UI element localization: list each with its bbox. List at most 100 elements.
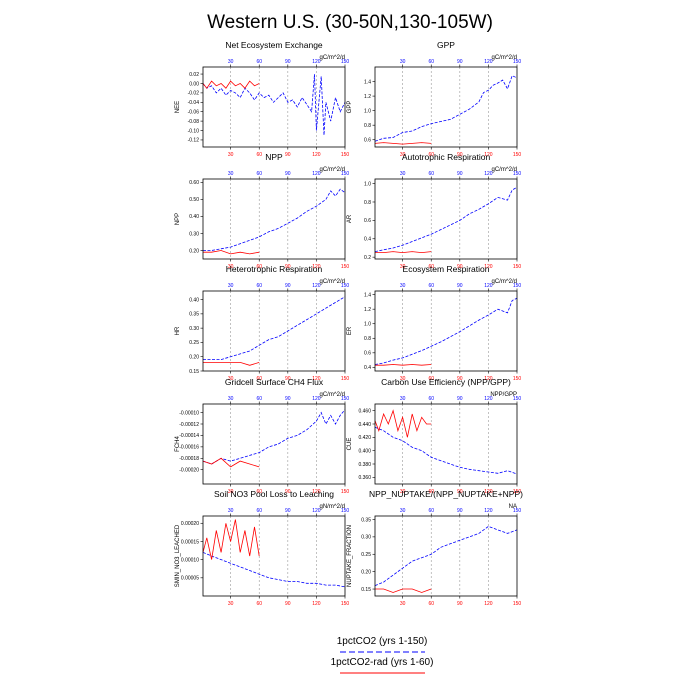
x-tick-label-bottom: 150 xyxy=(341,152,350,158)
x-tick-label-top: 120 xyxy=(312,283,321,289)
y-tick-label: 0.20 xyxy=(189,248,199,254)
x-tick-label-top: 150 xyxy=(341,283,350,289)
panel-4: Heterotrophic Respiration gC/m^2/d HR 30 30 6… xyxy=(175,264,349,382)
y-tick-label: 0.6 xyxy=(364,218,371,224)
y-tick-label: 0.6 xyxy=(364,351,371,357)
panel-units: gN/m^2/d xyxy=(320,504,346,510)
x-tick-label-top: 60 xyxy=(428,283,434,289)
x-tick-label-top: 90 xyxy=(457,59,463,65)
x-tick-label-bottom: 60 xyxy=(256,264,262,270)
panel-frame xyxy=(374,66,518,148)
panel-8: Soil NO3 Pool Loss to Leaching gN/m^2/d SM… xyxy=(175,489,349,607)
x-tick-label-bottom: 60 xyxy=(428,489,434,495)
panel-ylabel: FCH4 xyxy=(175,436,181,452)
x-tick-label-top: 150 xyxy=(513,508,522,514)
x-tick-label-bottom: 150 xyxy=(513,152,522,158)
x-tick-label-bottom: 90 xyxy=(457,152,463,158)
y-tick-label: 0.8 xyxy=(364,123,371,129)
x-tick-label-top: 150 xyxy=(341,508,350,514)
series-line-1pctco2-rad xyxy=(375,251,432,254)
x-tick-label-bottom: 90 xyxy=(285,152,291,158)
x-tick-label-bottom: 90 xyxy=(457,489,463,495)
x-tick-label-top: 30 xyxy=(400,283,406,289)
x-tick-label-top: 60 xyxy=(428,171,434,177)
x-tick-label-top: 90 xyxy=(457,396,463,402)
panel-title: GPP xyxy=(437,40,455,50)
panel-title: Autotrophic Respiration xyxy=(402,152,491,162)
y-tick-label: 0.420 xyxy=(358,435,371,441)
panel-1: GPP gC/m^2/d GPP 30 30 60 60 90 90 120 120 150 150 0.… xyxy=(347,40,521,158)
panel-title: Ecosystem Respiration xyxy=(403,264,490,274)
series-line-1pctco2-rad xyxy=(375,364,432,366)
x-tick-label-top: 120 xyxy=(484,171,493,177)
y-tick-label: 0.30 xyxy=(189,326,199,332)
y-tick-label: 1.0 xyxy=(364,322,371,328)
x-tick-label-bottom: 120 xyxy=(312,601,321,607)
x-tick-label-bottom: 120 xyxy=(484,601,493,607)
x-tick-label-top: 90 xyxy=(285,396,291,402)
figure-title: Western U.S. (30-50N,130-105W) xyxy=(207,12,493,33)
panel-units: gC/m^2/d xyxy=(492,167,518,173)
x-tick-label-bottom: 120 xyxy=(312,264,321,270)
panel-ylabel: NPP xyxy=(175,213,181,225)
x-tick-label-bottom: 30 xyxy=(228,601,234,607)
x-tick-label-top: 120 xyxy=(484,59,493,65)
y-tick-label: 0.4 xyxy=(364,365,371,371)
x-tick-label-top: 30 xyxy=(228,171,234,177)
panel-title: Soil NO3 Pool Loss to Leaching xyxy=(214,489,334,499)
x-tick-label-top: 120 xyxy=(312,396,321,402)
panel-7: Carbon Use Efficiency (NPP/GPP) NPP/GPP CU… xyxy=(347,377,521,495)
y-tick-label: 0.20 xyxy=(189,355,199,361)
x-tick-label-bottom: 120 xyxy=(484,489,493,495)
panel-units: gC/m^2/d xyxy=(320,279,346,285)
x-tick-label-bottom: 90 xyxy=(285,489,291,495)
panel-frame xyxy=(202,178,346,260)
y-tick-label: 1.4 xyxy=(364,79,371,85)
x-tick-label-bottom: 90 xyxy=(285,264,291,270)
x-tick-label-bottom: 60 xyxy=(256,152,262,158)
x-tick-label-top: 90 xyxy=(285,283,291,289)
series-line-1pctco2-rad xyxy=(374,142,432,145)
series-line-1pctco2-rad xyxy=(203,361,260,366)
legend-label-1pctco2: 1pctCO2 (yrs 1-150) xyxy=(337,636,428,647)
x-tick-label-top: 30 xyxy=(228,283,234,289)
panel-units: gC/m^2/d xyxy=(320,392,346,398)
panel-ylabel: NUPTAKE_FRACTION xyxy=(347,525,353,587)
panel-frame xyxy=(374,403,518,485)
series-line-1pctco2 xyxy=(202,552,346,588)
y-tick-label: 0.460 xyxy=(358,408,371,414)
panel-frame xyxy=(202,515,346,597)
x-tick-label-top: 30 xyxy=(400,171,406,177)
x-tick-label-top: 90 xyxy=(285,508,291,514)
y-tick-label: 0.50 xyxy=(189,197,199,203)
panel-ylabel: HR xyxy=(175,326,181,335)
series-line-1pctco2 xyxy=(374,75,518,142)
y-tick-label: -0.00014 xyxy=(179,433,199,439)
x-tick-label-bottom: 150 xyxy=(513,376,522,382)
y-tick-label: -0.00012 xyxy=(179,422,199,428)
y-tick-label: 0.35 xyxy=(189,312,199,318)
y-tick-label: 0.25 xyxy=(361,552,371,558)
x-tick-label-bottom: 30 xyxy=(400,489,406,495)
legend-label-1pctco2-rad: 1pctCO2-rad (yrs 1-60) xyxy=(331,657,434,668)
x-tick-label-top: 60 xyxy=(256,396,262,402)
y-tick-label: 0.30 xyxy=(189,231,199,237)
panel-title: NPP xyxy=(265,152,283,162)
y-tick-label: -0.00018 xyxy=(179,456,199,462)
legend: 1pctCO2 (yrs 1-150) 1pctCO2-rad (yrs 1-6… xyxy=(331,636,434,674)
panel-frame xyxy=(374,515,518,597)
x-tick-label-bottom: 120 xyxy=(484,264,493,270)
x-tick-label-top: 60 xyxy=(428,396,434,402)
x-tick-label-bottom: 90 xyxy=(285,376,291,382)
y-tick-label: 0.40 xyxy=(189,214,199,220)
x-tick-label-top: 90 xyxy=(285,171,291,177)
y-tick-label: 0.15 xyxy=(189,369,199,375)
x-tick-label-bottom: 150 xyxy=(341,376,350,382)
panel-title: Gridcell Surface CH4 Flux xyxy=(225,377,324,387)
x-tick-label-bottom: 150 xyxy=(341,601,350,607)
y-tick-label: 0.00010 xyxy=(181,557,199,563)
x-tick-label-top: 60 xyxy=(256,59,262,65)
series-line-1pctco2-rad xyxy=(375,588,432,593)
